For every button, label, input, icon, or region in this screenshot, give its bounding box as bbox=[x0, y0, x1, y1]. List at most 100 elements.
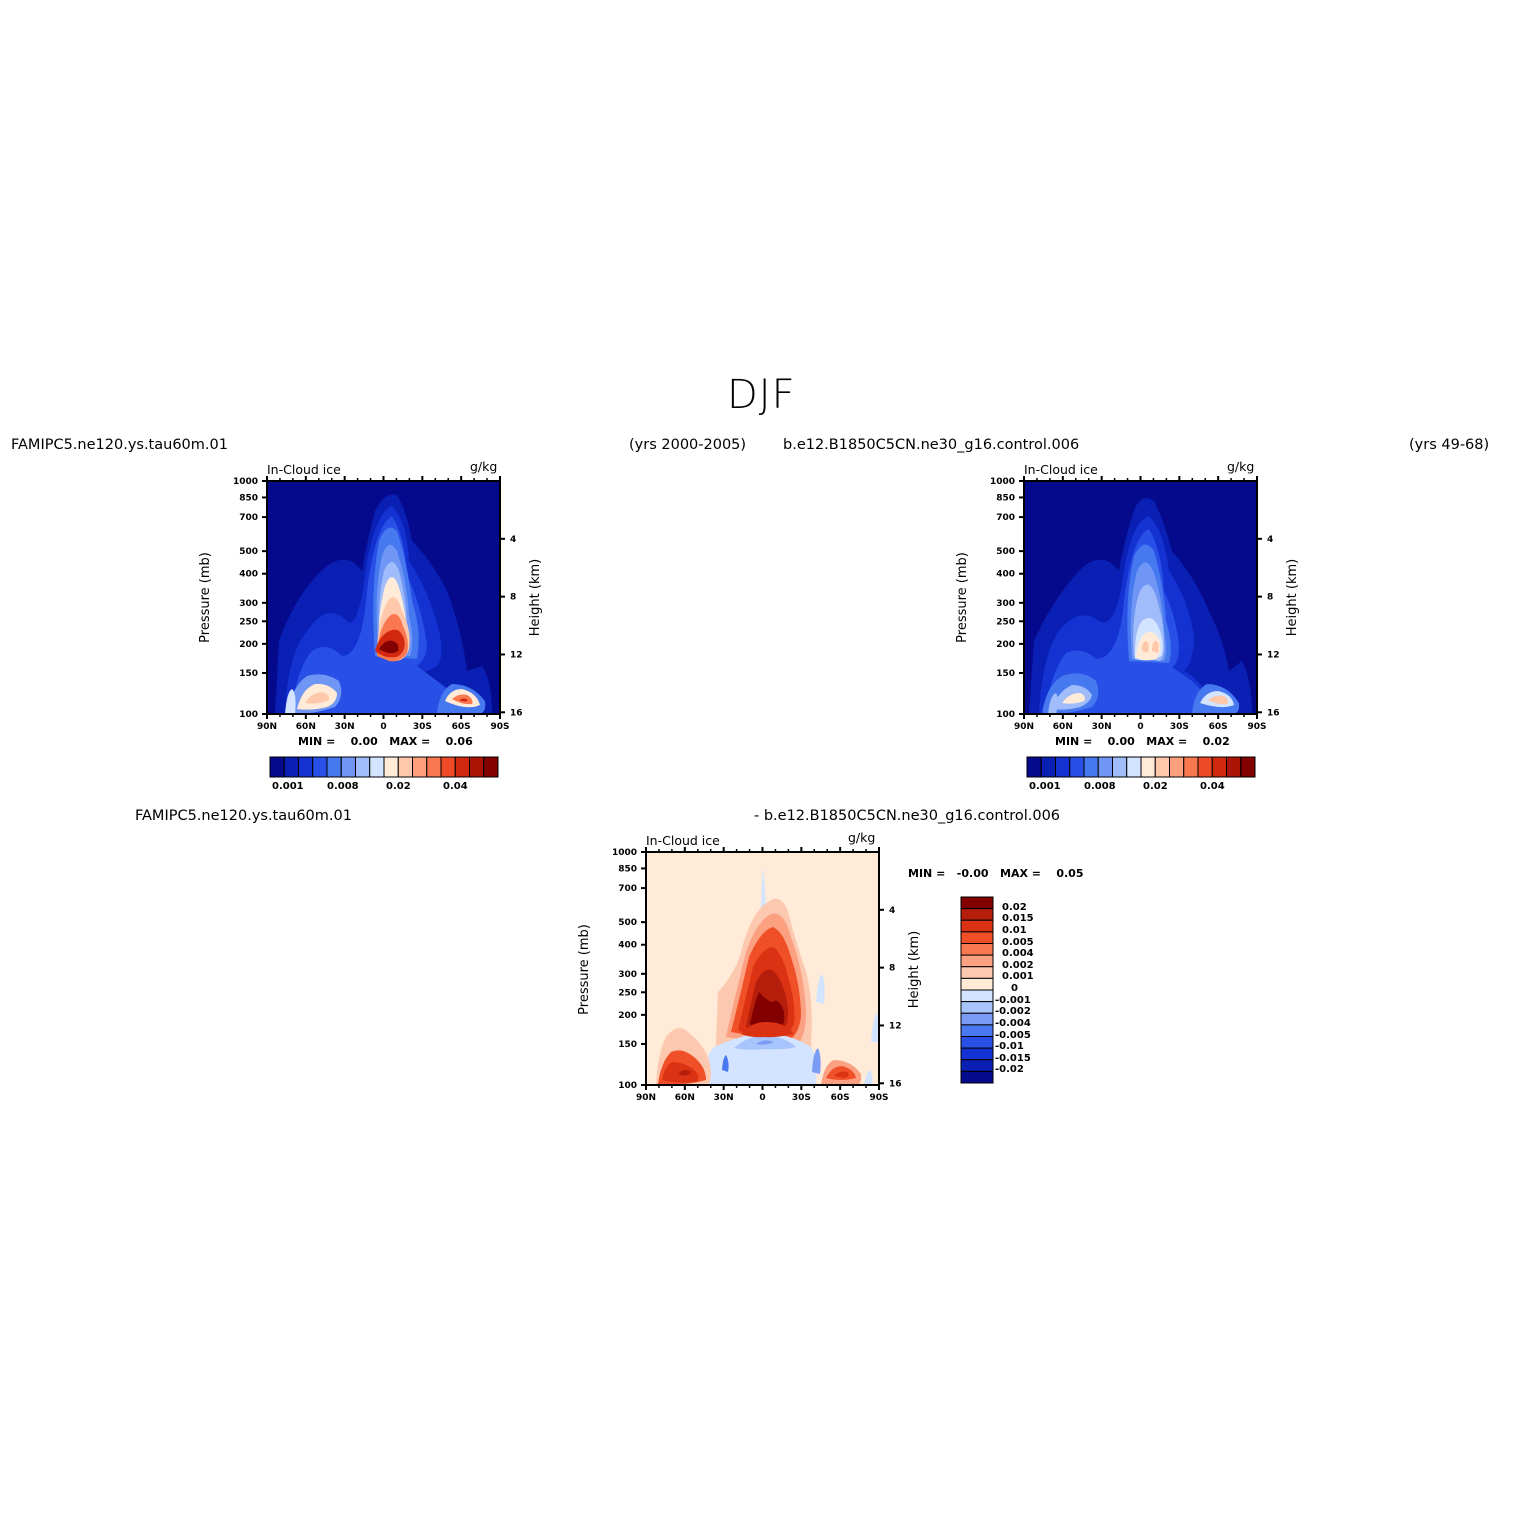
colorbar-swatch bbox=[383, 756, 399, 778]
colorbar-swatch bbox=[340, 756, 356, 778]
pressure-tick-label: 150 bbox=[996, 669, 1015, 679]
colorbar-swatch bbox=[1183, 756, 1199, 778]
colorbar-swatch bbox=[440, 756, 456, 778]
colorbar-swatch bbox=[312, 756, 328, 778]
colorbar-swatch bbox=[960, 1012, 994, 1026]
tick-marks: 100 150 200 250 300 400 500 700 850 1000 16 12 8 4 90N… bbox=[612, 847, 902, 1103]
colorbar-swatch bbox=[960, 1024, 994, 1037]
pressure-axis-label-top-right: Pressure (mb) bbox=[954, 552, 970, 643]
colorbar-label: 0.02 bbox=[386, 781, 411, 792]
contour-neg-4 bbox=[722, 1055, 729, 1072]
lat-tick-label: 30N bbox=[335, 722, 355, 732]
height-tick-label: 12 bbox=[889, 1021, 902, 1031]
pressure-tick-label: 700 bbox=[618, 884, 637, 894]
height-tick-label: 4 bbox=[1267, 535, 1273, 545]
pressure-tick-label: 850 bbox=[996, 493, 1015, 503]
pressure-tick-label: 850 bbox=[618, 864, 637, 874]
colorbar-swatch bbox=[1140, 756, 1156, 778]
case-name-top-left: FAMIPC5.ne120.ys.tau60m.01 bbox=[11, 437, 228, 453]
pressure-tick-label: 1000 bbox=[233, 477, 258, 487]
contour-low-right-3 bbox=[834, 1071, 849, 1078]
pressure-tick-label: 200 bbox=[239, 640, 258, 650]
minmax-top-right: MIN = 0.00 MAX = 0.02 bbox=[1055, 735, 1230, 748]
case-name-bottom-left: FAMIPC5.ne120.ys.tau60m.01 bbox=[135, 808, 352, 824]
contour-plot-top-left: 100 150 200 250 300 400 500 700 850 1000 16 12 8 4 90N… bbox=[233, 476, 523, 732]
lat-tick-label: 90S bbox=[1247, 722, 1266, 732]
pressure-axis-label-top-left: Pressure (mb) bbox=[197, 552, 213, 643]
colorbar-swatch bbox=[960, 1047, 994, 1061]
lat-tick-label: 30S bbox=[413, 722, 432, 732]
colorbar-label: -0.005 bbox=[995, 1029, 1031, 1041]
contour-plot-difference: 100 150 200 250 300 400 500 700 850 1000 16 12 8 4 90N… bbox=[612, 847, 902, 1103]
pressure-tick-label: 500 bbox=[239, 547, 258, 557]
pressure-tick-label: 150 bbox=[618, 1040, 637, 1050]
units-top-left: g/kg bbox=[470, 459, 498, 474]
lat-tick-label: 90N bbox=[1014, 722, 1034, 732]
tick-marks: 100 150 200 250 300 400 500 700 850 1000 16 12 8 4 90N… bbox=[233, 476, 523, 732]
colorbar-label: -0.015 bbox=[995, 1052, 1031, 1064]
colorbar-swatch bbox=[326, 756, 342, 778]
colorbar-swatch bbox=[1055, 756, 1071, 778]
colorbar-label: 0.008 bbox=[327, 781, 359, 792]
colorbar-label: 0.008 bbox=[1084, 781, 1116, 792]
contour-low-right-neg bbox=[864, 1070, 873, 1085]
panel-title-bottom: In-Cloud ice bbox=[646, 833, 720, 848]
colorbar-swatch bbox=[1112, 756, 1128, 778]
pressure-tick-label: 400 bbox=[618, 941, 637, 951]
lat-tick-label: 60S bbox=[1209, 722, 1228, 732]
lat-tick-label: 60S bbox=[452, 722, 471, 732]
contour-neg-5 bbox=[812, 1048, 821, 1074]
colorbar-swatch bbox=[283, 756, 299, 778]
contour-neg-3 bbox=[756, 1040, 774, 1045]
colorbar-swatch bbox=[960, 977, 994, 991]
colorbar-label: 0.01 bbox=[1002, 924, 1027, 936]
colorbar-swatch bbox=[1126, 756, 1142, 778]
colorbar-swatch bbox=[1154, 756, 1170, 778]
contour-pos-6 bbox=[750, 992, 785, 1033]
colorbar-difference bbox=[960, 896, 994, 1084]
pressure-tick-label: 850 bbox=[239, 493, 258, 503]
contour-low-left-spot bbox=[1048, 693, 1058, 714]
colorbar-label: 0.001 bbox=[1029, 781, 1061, 792]
colorbar-swatch bbox=[960, 931, 994, 944]
colorbar-swatch bbox=[298, 756, 314, 778]
colorbar-swatch bbox=[369, 756, 385, 778]
units-bottom: g/kg bbox=[848, 830, 876, 845]
colorbar-swatch bbox=[1211, 756, 1227, 778]
colorbar-labels-top-left: 0.001 0.008 0.02 0.04 bbox=[270, 781, 498, 793]
tick-marks: 100 150 200 250 300 400 500 700 850 1000 16 12 8 4 90N… bbox=[990, 476, 1280, 732]
pressure-tick-label: 250 bbox=[996, 617, 1015, 627]
colorbar-swatch bbox=[960, 1070, 994, 1084]
lat-tick-label: 60N bbox=[675, 1093, 695, 1103]
colorbar-swatch bbox=[1083, 756, 1099, 778]
pressure-tick-label: 150 bbox=[239, 669, 258, 679]
height-tick-label: 16 bbox=[889, 1079, 902, 1089]
height-tick-label: 8 bbox=[1267, 593, 1273, 603]
colorbar-label: 0.005 bbox=[1002, 936, 1034, 948]
contour-low-right-4 bbox=[459, 698, 468, 702]
page-title: DJF bbox=[727, 372, 796, 418]
contour-neg-7 bbox=[871, 1012, 879, 1042]
colorbar-swatch bbox=[1069, 756, 1085, 778]
pressure-tick-label: 400 bbox=[996, 570, 1015, 580]
colorbar-swatch bbox=[960, 919, 994, 933]
height-tick-label: 16 bbox=[1267, 708, 1280, 718]
colorbar-label: 0.001 bbox=[272, 781, 304, 792]
colorbar-label: 0.004 bbox=[1002, 948, 1034, 960]
colorbar-top-left bbox=[269, 756, 499, 778]
colorbar-swatch bbox=[960, 989, 994, 1003]
pressure-tick-label: 250 bbox=[239, 617, 258, 627]
lat-tick-label: 90N bbox=[257, 722, 277, 732]
colorbar-swatch bbox=[1226, 756, 1242, 778]
height-axis-label-bottom: Height (km) bbox=[907, 930, 923, 1009]
lat-tick-label: 0 bbox=[759, 1093, 765, 1103]
contour-low-left-spot bbox=[285, 689, 296, 714]
colorbar-label: 0.002 bbox=[1002, 959, 1034, 971]
colorbar-swatch bbox=[960, 896, 994, 910]
height-axis-label-top-left: Height (km) bbox=[528, 558, 544, 637]
pressure-tick-label: 100 bbox=[239, 710, 258, 720]
pressure-tick-label: 200 bbox=[618, 1011, 637, 1021]
height-tick-label: 4 bbox=[510, 535, 516, 545]
colorbar-swatch bbox=[412, 756, 428, 778]
pressure-tick-label: 1000 bbox=[612, 848, 637, 858]
